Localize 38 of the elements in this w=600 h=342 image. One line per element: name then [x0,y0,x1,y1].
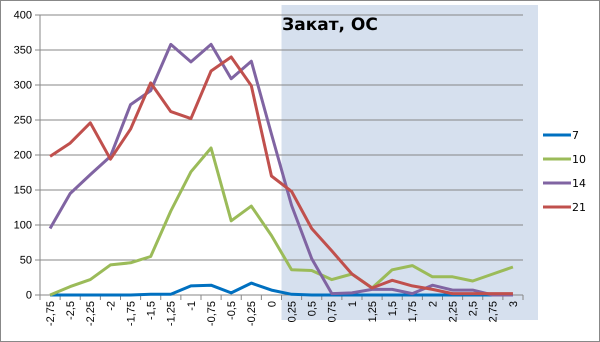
x-tick-label: 2,75 [488,301,500,322]
chart-title: Закат, ОС [282,15,378,35]
x-tick-label: 3 [508,301,520,308]
y-tick-label: 300 [14,80,32,92]
x-tick-label: 1 [346,301,359,308]
x-tick-label: 1,5 [387,301,400,316]
y-tick-label: 400 [14,10,32,22]
x-tick-label: -0,5 [226,301,238,320]
y-tick-label: 200 [14,150,32,162]
legend-label: 21 [572,200,586,214]
y-tick-label: 250 [14,114,32,127]
x-tick-label: -1,75 [125,301,138,326]
legend-label: 7 [572,128,579,142]
x-tick-label: -1,25 [166,301,178,326]
x-tick-label: 0,5 [306,301,319,316]
x-tick-label: 2,5 [468,301,480,316]
x-tick-label: 0,25 [286,301,298,322]
y-tick-label: 100 [14,220,32,232]
x-tick-label: -1,5 [146,301,158,320]
x-tick-label: -0,75 [206,301,218,326]
legend-label: 10 [572,152,586,166]
x-tick-label: 2 [427,301,440,308]
x-tick-label: 0,75 [326,301,339,322]
x-tick-label: 2,25 [447,301,460,322]
legend-label: 14 [572,176,586,190]
y-tick-label: 50 [20,254,32,267]
x-tick-label: -2 [105,301,118,311]
x-tick-label: -2,5 [65,301,78,320]
y-tick-label: 150 [14,184,32,197]
x-tick-label: -2,25 [85,301,98,326]
line-series [48,146,514,296]
x-tick-label: -1 [186,301,198,311]
x-tick-label: 0 [266,301,278,308]
x-tick-label: -2,75 [44,301,57,326]
x-tick-label: 1,75 [407,301,420,322]
y-tick-label: 350 [14,44,32,57]
x-tick-label: -0,25 [246,301,258,326]
x-tick-label: 1,25 [366,301,379,322]
